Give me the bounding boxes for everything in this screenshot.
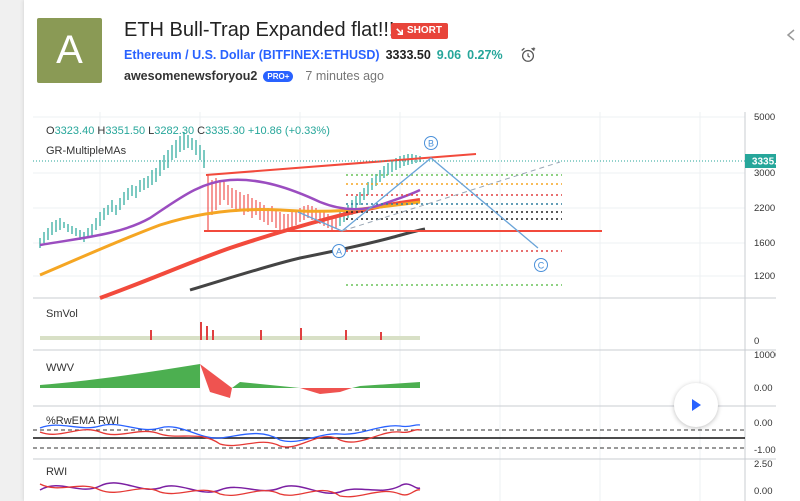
short-badge-label: SHORT <box>407 25 442 36</box>
author-avatar[interactable]: A <box>37 18 102 83</box>
rwi-axis-zero: 0.00 <box>754 486 773 497</box>
fib-levels <box>346 174 562 286</box>
axis-label-2200: 2200.00 <box>754 203 776 214</box>
price-change-percent: 0.27% <box>467 48 503 62</box>
rwema-line-red <box>39 428 421 448</box>
rwema-axis-neg1: -1.00 <box>754 445 776 456</box>
wave-projection <box>341 161 561 232</box>
wave-label-a: A <box>332 244 346 258</box>
ohlc-change: +10.86 (+0.33%) <box>247 125 330 137</box>
indicator-label-rwi[interactable]: RWI <box>46 466 68 478</box>
play-button[interactable] <box>674 383 718 427</box>
wwv-axis-top: 10000000. <box>754 350 776 361</box>
ohlc-legend: O3323.40 H3351.50 L3282.30 C3335.30 +10.… <box>46 125 330 137</box>
svg-text:B: B <box>428 139 434 149</box>
wwv-area-green2 <box>232 382 300 388</box>
price-tag-label: 3335.30 <box>752 157 776 168</box>
chevron-left-icon[interactable] <box>784 28 798 42</box>
rwi-axis-top: 2.50 <box>754 459 773 470</box>
alarm-clock-icon[interactable] <box>519 46 537 64</box>
ohlc-high: 3351.50 <box>105 125 146 137</box>
symbol-link[interactable]: Ethereum / U.S. Dollar (BITFINEX:ETHUSD) <box>124 48 380 62</box>
last-price: 3333.50 <box>385 48 431 62</box>
svg-text:A: A <box>336 247 342 257</box>
wave-label-b: B <box>424 136 438 150</box>
indicator-label-main[interactable]: GR-MultipleMAs <box>46 145 127 157</box>
arrow-down-right-icon <box>396 27 404 35</box>
ohlc-low: 3282.30 <box>154 125 195 137</box>
indicator-label-rwema[interactable]: %RwEMA RWI <box>46 415 120 427</box>
wwv-area-green3 <box>352 382 420 388</box>
price-tag: 3335.30 <box>745 154 776 168</box>
svg-text:C: C <box>538 261 545 271</box>
axis-label-5000: 5000.00 <box>754 112 776 123</box>
rwi-line-purple <box>39 482 421 494</box>
symbol-row: Ethereum / U.S. Dollar (BITFINEX:ETHUSD)… <box>124 46 537 64</box>
ohlc-close: 3335.30 <box>205 125 245 137</box>
price-change: 9.06 <box>436 48 462 62</box>
author-row: awesomenewsforyou2 PRO+ 7 minutes ago <box>124 69 384 83</box>
wwv-area-green <box>40 364 200 388</box>
rwema-line-blue <box>39 423 421 443</box>
author-name[interactable]: awesomenewsforyou2 <box>124 69 258 83</box>
axis-label-1200: 1200.00 <box>754 271 776 282</box>
idea-title[interactable]: ETH Bull-Trap Expanded flat!!! <box>124 19 395 41</box>
avatar-letter: A <box>56 28 83 72</box>
wwv-area-red <box>200 364 232 398</box>
ohlc-open: 3323.40 <box>54 125 95 137</box>
axis-label-1600: 1600.00 <box>754 238 776 249</box>
ma-purple <box>39 178 421 247</box>
indicator-label-wwv[interactable]: WWV <box>46 362 75 374</box>
wwv-axis-zero: 0.00 <box>754 383 773 394</box>
chart-canvas[interactable]: A B C 5000.00 3000.00 2200.00 1600.00 12… <box>9 112 776 501</box>
short-badge: SHORT <box>391 23 448 39</box>
indicator-label-smvol[interactable]: SmVol <box>46 308 78 320</box>
smvol-bars <box>40 322 420 340</box>
play-icon <box>692 399 701 411</box>
rwi-line-red <box>39 483 421 498</box>
pro-plus-badge: PRO+ <box>263 70 294 82</box>
ma-dark <box>189 227 426 292</box>
publish-time: 7 minutes ago <box>305 69 384 83</box>
wave-path <box>297 157 539 249</box>
rwema-axis-zero: 0.00 <box>754 418 773 429</box>
smvol-axis-zero: 0 <box>754 336 759 347</box>
price-axis: 5000.00 3000.00 2200.00 1600.00 1200.00 <box>754 112 776 282</box>
wave-label-c: C <box>534 258 548 272</box>
wwv-area-red2 <box>300 388 352 394</box>
axis-label-3000: 3000.00 <box>754 168 776 179</box>
